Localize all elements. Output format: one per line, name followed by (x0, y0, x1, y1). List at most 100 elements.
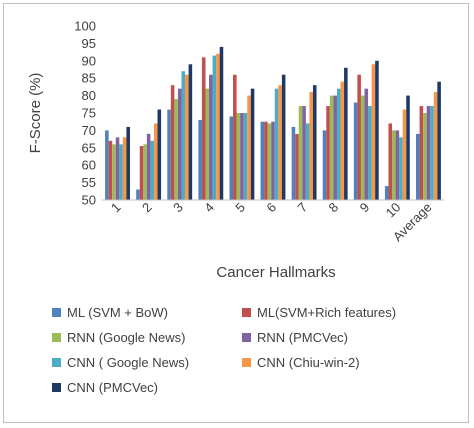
bar-5-1 (119, 144, 123, 200)
bar-7-8 (344, 67, 348, 200)
y-tick-label: 75 (82, 106, 96, 121)
bar-7-7 (312, 85, 317, 200)
legend-swatch (242, 358, 251, 367)
bar-5-6 (274, 88, 279, 200)
x-tick-label: 8 (326, 200, 342, 216)
bar-1-3 (167, 109, 171, 200)
legend-swatch (52, 358, 61, 367)
bar-4-3 (177, 88, 182, 200)
bar-4-1 (115, 137, 120, 200)
bar-7-6 (281, 74, 286, 200)
bar-1-2 (136, 189, 140, 200)
bar-3-7 (298, 106, 303, 200)
bar-1-10 (384, 186, 389, 200)
bar-7-5 (250, 88, 255, 200)
legend-label: ML (SVM + BoW) (67, 305, 168, 320)
legend-swatch (52, 308, 61, 317)
bar-3-average (423, 113, 427, 200)
bar-3-6 (267, 123, 272, 200)
legend-label: ML(SVM+Rich features) (257, 305, 396, 320)
y-tick-label: 95 (82, 36, 96, 51)
bar-5-3 (181, 71, 186, 201)
bar-6-1 (122, 137, 127, 200)
bar-1-8 (322, 130, 327, 200)
bar-2-7 (295, 133, 299, 200)
bar-5-5 (243, 113, 248, 200)
bar-3-4 (205, 88, 210, 200)
bar-1-6 (260, 121, 265, 200)
bar-3-9 (360, 95, 365, 200)
bar-1-1 (105, 130, 109, 200)
bar-6-7 (309, 92, 313, 200)
y-tick-label: 85 (82, 71, 96, 86)
bar-7-10 (406, 95, 410, 200)
legend-label: RNN (PMCVec) (257, 330, 348, 345)
x-tick-label: 10 (383, 200, 404, 221)
bar-4-average (426, 106, 431, 200)
bar-5-7 (305, 123, 310, 200)
bar-2-3 (170, 85, 175, 200)
bars (105, 46, 441, 201)
bar-2-2 (139, 146, 144, 200)
x-tick-label: 1 (108, 200, 124, 216)
bar-4-4 (209, 74, 213, 200)
legend: ML (SVM + BoW) ML(SVM+Rich features) RNN (… (52, 305, 396, 395)
bar-1-average (416, 133, 420, 200)
bar-6-average (433, 92, 438, 200)
legend-label: CNN ( Google News) (67, 355, 189, 370)
bar-2-9 (357, 74, 361, 200)
bar-6-5 (247, 95, 251, 200)
bar-6-2 (153, 123, 158, 200)
bar-2-4 (201, 57, 206, 200)
x-tick-label: 4 (201, 200, 217, 216)
bar-6-3 (185, 74, 189, 200)
x-tick-label: 7 (294, 200, 310, 216)
legend-swatch (52, 383, 61, 392)
bar-7-4 (219, 46, 224, 200)
bar-7-3 (188, 64, 193, 200)
bar-4-9 (364, 88, 369, 200)
x-tick-label: 9 (357, 200, 373, 216)
bar-7-1 (126, 126, 130, 200)
bar-4-2 (146, 133, 151, 200)
y-tick-label: 90 (82, 53, 96, 68)
x-tick-label: 2 (139, 200, 155, 216)
bar-4-8 (333, 95, 337, 200)
bar-6-4 (216, 53, 220, 201)
bar-3-10 (392, 130, 396, 200)
y-tick-label: 55 (82, 175, 96, 190)
x-axis-title: Cancer Hallmarks (216, 264, 335, 281)
y-tick-label: 60 (82, 158, 96, 173)
bar-6-10 (402, 109, 407, 200)
legend-swatch (52, 333, 61, 342)
bar-2-average (419, 106, 424, 200)
bar-4-10 (395, 130, 400, 200)
y-tick-label: 80 (82, 88, 96, 103)
bar-3-3 (174, 99, 178, 200)
bar-5-9 (368, 106, 372, 200)
bar-1-4 (198, 119, 202, 200)
bar-6-9 (371, 64, 376, 200)
bar-4-6 (271, 121, 275, 200)
bar-5-10 (399, 137, 403, 200)
bar-2-10 (388, 123, 393, 200)
bar-1-9 (353, 102, 358, 200)
x-tick-label: 3 (170, 200, 186, 216)
legend-label: CNN (PMCVec) (67, 380, 158, 395)
bar-6-8 (340, 81, 345, 200)
x-tick-label: 6 (263, 200, 279, 216)
bar-2-1 (108, 140, 113, 200)
y-tick-label: 65 (82, 140, 96, 155)
legend-swatch (242, 333, 251, 342)
bar-5-2 (150, 140, 154, 200)
bar-3-8 (329, 95, 334, 200)
y-tick-label: 50 (82, 193, 96, 208)
y-axis-title: F-Score (%) (27, 73, 44, 154)
bar-4-7 (302, 106, 306, 200)
legend-label: CNN (Chiu-win-2) (257, 355, 360, 370)
bar-1-7 (291, 126, 296, 200)
legend-label: RNN (Google News) (67, 330, 185, 345)
bar-3-1 (112, 144, 116, 200)
bar-5-4 (212, 55, 217, 200)
